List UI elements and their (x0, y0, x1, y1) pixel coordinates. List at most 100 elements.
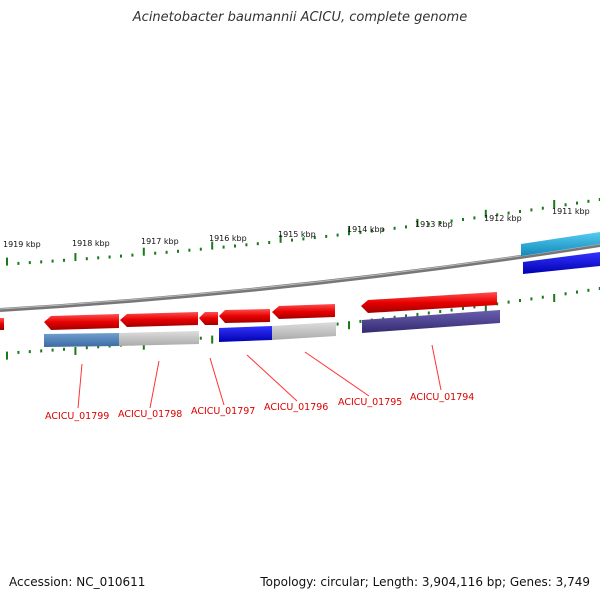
tick-top-48 (553, 200, 556, 208)
tick-bottom-35 (405, 314, 407, 318)
tick-top-32 (370, 229, 373, 233)
kbp-label-1914: 1914 kbp (347, 225, 385, 234)
tick-bottom-50 (576, 290, 578, 294)
tick-bottom-8 (97, 345, 100, 349)
gene-label-acicu-01795[interactable]: ACICU_01795 (338, 397, 402, 408)
gene-labels: ACICU_01799 ACICU_01798 ACICU_01797 ACIC… (45, 392, 474, 422)
tick-top-12 (142, 247, 145, 256)
tick-top-8 (97, 256, 100, 260)
tick-top-41 (473, 216, 476, 220)
kbp-labels: 1919 kbp 1918 kbp 1917 kbp 1916 kbp 1915… (3, 207, 590, 249)
tick-top-23 (268, 241, 271, 244)
tick-bottom-37 (427, 311, 430, 315)
tick-top-20 (234, 244, 236, 248)
leader-acicu-01797 (209, 357, 225, 406)
leader-acicu-01799 (77, 363, 83, 409)
tick-bottom-29 (336, 322, 339, 326)
bar-gray-2 (272, 322, 336, 340)
bar-blue-right (523, 252, 600, 274)
tick-top-35 (405, 225, 407, 229)
tick-bottom-44 (507, 300, 510, 304)
right-bars (521, 232, 600, 274)
tick-top-13 (154, 251, 157, 255)
tick-bottom-46 (530, 297, 533, 301)
kbp-label-1919: 1919 kbp (3, 240, 41, 249)
gene-arrow-acicu-01797[interactable] (199, 312, 218, 325)
tick-top-39 (450, 219, 453, 223)
tick-top-30 (348, 227, 350, 236)
tick-bottom-41 (473, 305, 476, 309)
tick-top-16 (188, 248, 191, 252)
tick-top-42 (484, 209, 487, 218)
kbp-label-1916: 1916 kbp (209, 234, 247, 243)
gene-label-acicu-01796[interactable]: ACICU_01796 (264, 402, 328, 413)
tick-top-28 (325, 234, 328, 238)
tick-bottom-40 (462, 307, 464, 310)
gene-label-acicu-01798[interactable]: ACICU_01798 (118, 409, 182, 420)
tick-bottom-6 (74, 347, 77, 355)
genome-backbone (0, 243, 600, 312)
tick-top-38 (439, 221, 442, 224)
gene-arrow-acicu-01795[interactable] (272, 304, 335, 319)
tick-top-4 (51, 259, 54, 263)
tick-top-46 (530, 208, 533, 212)
tick-top-11 (131, 253, 134, 257)
tick-bottom-48 (553, 294, 556, 302)
tick-bottom-52 (598, 287, 600, 290)
tick-bottom-7 (85, 346, 88, 350)
tick-top-29 (336, 233, 339, 237)
tick-top-21 (245, 243, 248, 247)
bar-gray-1 (119, 331, 199, 346)
tick-top-40 (462, 218, 464, 221)
tick-bottom-42 (484, 303, 487, 312)
tick-bottom-45 (519, 299, 521, 302)
tick-top-6 (74, 253, 77, 261)
tick-top-2 (28, 261, 31, 265)
kbp-label-1915: 1915 kbp (278, 230, 316, 239)
gene-label-acicu-01794[interactable]: ACICU_01794 (410, 392, 474, 403)
genome-backbone-highlight (0, 243, 600, 310)
kbp-label-1918: 1918 kbp (72, 239, 110, 248)
tick-bottom-4 (51, 348, 54, 352)
tick-bottom-47 (541, 295, 544, 299)
tick-top-26 (302, 237, 305, 241)
tick-top-24 (279, 234, 282, 243)
gene-label-acicu-01797[interactable]: ACICU_01797 (191, 406, 255, 417)
gene-arrow-acicu-01799[interactable] (44, 314, 119, 330)
tick-bottom-51 (587, 288, 590, 292)
tick-top-51 (587, 199, 590, 203)
tick-top-44 (507, 211, 510, 215)
tick-bottom-5 (63, 347, 65, 351)
bar-steelblue (44, 333, 119, 347)
gene-arrow-acicu-01796[interactable] (219, 309, 270, 323)
kbp-label-1912: 1912 kbp (484, 214, 522, 223)
gene-arrows (0, 292, 497, 330)
tick-top-5 (63, 258, 65, 262)
tick-top-3 (40, 260, 43, 264)
tick-top-15 (177, 249, 179, 253)
tick-top-47 (541, 206, 544, 210)
tick-bottom-38 (439, 310, 442, 313)
gene-arrow-edge (0, 318, 4, 330)
tick-top-52 (598, 198, 600, 201)
tick-top-45 (519, 210, 521, 213)
tick-top-1 (17, 261, 20, 265)
topology-text: Topology: circular; Length: 3,904,116 bp… (260, 575, 590, 589)
gene-arrow-acicu-01798[interactable] (120, 312, 198, 327)
tick-top-34 (393, 226, 396, 230)
kbp-label-1917: 1917 kbp (141, 237, 179, 246)
tick-top-25 (291, 238, 293, 242)
tick-top-27 (313, 236, 316, 240)
gene-arrow-acicu-01794[interactable] (361, 292, 497, 313)
leader-acicu-01798 (149, 360, 160, 409)
tick-top-36 (416, 218, 419, 227)
tick-top-18 (211, 241, 214, 250)
tick-bottom-1 (17, 350, 20, 354)
tick-bottom-43 (496, 302, 499, 306)
kbp-label-1911: 1911 kbp (552, 207, 590, 216)
tick-bottom-0 (6, 351, 8, 360)
gene-label-acicu-01799[interactable]: ACICU_01799 (45, 411, 109, 422)
tick-top-19 (222, 245, 225, 249)
tick-top-22 (256, 242, 259, 246)
